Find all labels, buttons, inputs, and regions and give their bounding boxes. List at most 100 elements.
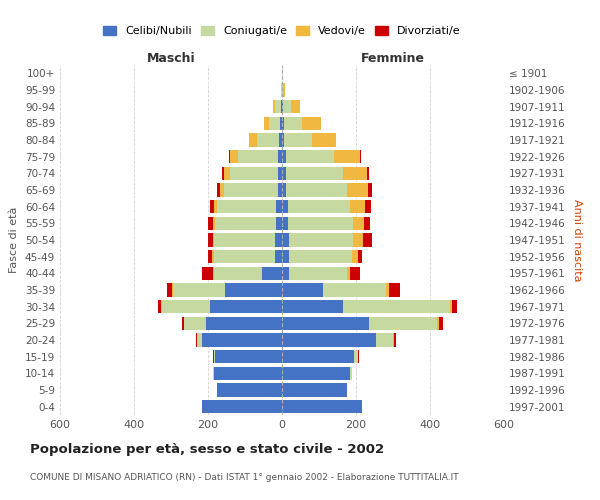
Bar (353, 234, 362, 246)
Bar (282, 84, 283, 96)
Bar (282, 116, 284, 130)
Bar (282, 150, 286, 164)
Bar (282, 134, 284, 146)
Bar (352, 250, 358, 264)
Bar (269, 116, 280, 130)
Bar (214, 350, 215, 364)
Bar (208, 234, 213, 246)
Bar (365, 200, 371, 213)
Y-axis label: Anni di nascita: Anni di nascita (572, 198, 582, 281)
Bar (275, 234, 282, 246)
Bar (202, 334, 282, 346)
Bar (286, 166, 343, 180)
Bar (282, 400, 362, 413)
Bar (302, 116, 321, 130)
Bar (206, 316, 282, 330)
Bar (282, 284, 323, 296)
Bar (283, 84, 284, 96)
Bar (230, 150, 238, 164)
Bar (277, 200, 282, 213)
Bar (230, 166, 278, 180)
Bar (214, 200, 217, 213)
Bar (158, 300, 161, 314)
Bar (208, 250, 212, 264)
Bar (167, 284, 172, 296)
Legend: Celibi/Nubili, Coniugati/e, Vedovi/e, Divorziati/e: Celibi/Nubili, Coniugati/e, Vedovi/e, Di… (99, 22, 465, 41)
Bar (215, 216, 276, 230)
Bar (353, 216, 364, 230)
Bar (184, 316, 206, 330)
Bar (334, 150, 360, 164)
Bar (213, 234, 214, 246)
Bar (437, 316, 439, 330)
Bar (229, 150, 230, 164)
Bar (451, 300, 452, 314)
Bar (289, 266, 347, 280)
Bar (282, 266, 289, 280)
Bar (323, 284, 386, 296)
Bar (288, 216, 353, 230)
Bar (279, 134, 282, 146)
Bar (280, 116, 282, 130)
Bar (278, 166, 282, 180)
Bar (283, 100, 290, 114)
Bar (202, 400, 282, 413)
Bar (282, 166, 286, 180)
Bar (354, 350, 358, 364)
Bar (312, 134, 336, 146)
Bar (282, 300, 343, 314)
Bar (282, 384, 347, 396)
Bar (217, 384, 282, 396)
Bar (364, 216, 370, 230)
Bar (213, 366, 214, 380)
Bar (172, 284, 173, 296)
Bar (358, 250, 362, 264)
Bar (439, 316, 443, 330)
Bar (343, 300, 451, 314)
Bar (214, 266, 262, 280)
Bar (162, 300, 210, 314)
Y-axis label: Fasce di età: Fasce di età (10, 207, 19, 273)
Bar (282, 100, 283, 114)
Bar (282, 334, 376, 346)
Bar (452, 300, 457, 314)
Text: Femmine: Femmine (361, 52, 425, 65)
Bar (275, 250, 282, 264)
Bar (287, 200, 350, 213)
Bar (221, 166, 224, 180)
Bar (282, 184, 286, 196)
Bar (257, 134, 279, 146)
Bar (212, 250, 214, 264)
Bar (358, 350, 359, 364)
Bar (278, 150, 282, 164)
Bar (196, 334, 197, 346)
Bar (360, 150, 361, 164)
Bar (281, 84, 282, 96)
Bar (224, 284, 282, 296)
Bar (393, 334, 394, 346)
Bar (217, 184, 220, 196)
Bar (210, 200, 214, 213)
Bar (238, 150, 278, 164)
Bar (202, 266, 213, 280)
Bar (263, 116, 269, 130)
Bar (214, 366, 282, 380)
Bar (389, 284, 400, 296)
Bar (215, 350, 282, 364)
Bar (343, 166, 367, 180)
Bar (286, 150, 334, 164)
Bar (289, 234, 353, 246)
Bar (347, 184, 368, 196)
Bar (213, 216, 215, 230)
Bar (210, 300, 282, 314)
Bar (290, 100, 300, 114)
Bar (282, 350, 354, 364)
Bar (182, 316, 184, 330)
Bar (274, 100, 275, 114)
Bar (367, 166, 369, 180)
Bar (284, 134, 312, 146)
Bar (278, 184, 282, 196)
Text: Maschi: Maschi (146, 52, 196, 65)
Bar (282, 234, 289, 246)
Bar (289, 250, 352, 264)
